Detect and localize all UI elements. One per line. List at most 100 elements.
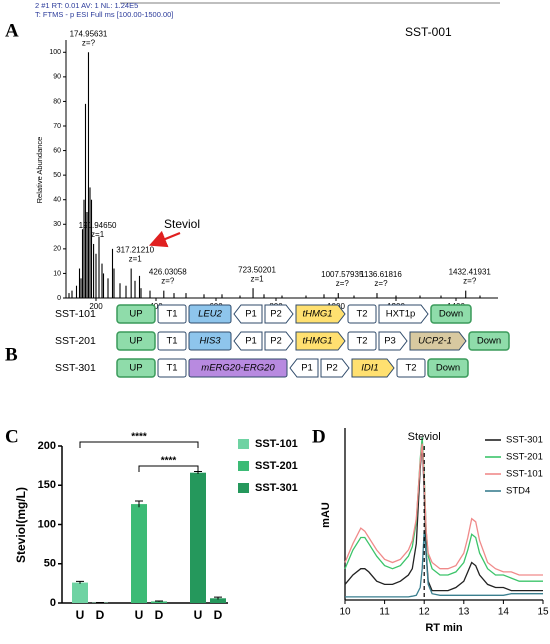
part-shape xyxy=(157,331,187,351)
peak-label: 1432.41931 xyxy=(449,268,492,277)
panel-label: B xyxy=(5,344,18,365)
part-shape xyxy=(264,331,294,351)
peak-charge: z=? xyxy=(374,279,388,288)
x-tick-label: 13 xyxy=(458,607,470,618)
x-tick-label: 12 xyxy=(419,607,431,618)
x-tick-label: 15 xyxy=(537,607,549,618)
bar xyxy=(72,582,88,603)
peak-label: 426.03058 xyxy=(149,268,187,277)
bar xyxy=(190,472,206,603)
part-label: P1 xyxy=(245,336,257,347)
part-label: HXT1p xyxy=(386,309,416,320)
error-bar xyxy=(76,580,84,584)
y-tick-label: 0 xyxy=(50,597,56,609)
error-bar xyxy=(135,500,143,508)
x-tick-label: 400 xyxy=(149,302,163,311)
legend-label: SST-101 xyxy=(506,469,543,480)
y-tick-label: 80 xyxy=(53,98,61,105)
part-shape xyxy=(157,358,187,378)
peak-charge: z=1 xyxy=(129,255,143,264)
part-label: P2 xyxy=(270,309,282,320)
part-shape xyxy=(396,358,426,378)
part-label: LEU2 xyxy=(198,309,222,320)
header-line: T: FTMS - p ESI Full ms [100.00-1500.00] xyxy=(35,10,173,19)
part-label: T1 xyxy=(166,363,177,374)
part-shape xyxy=(378,331,408,351)
bar xyxy=(131,504,147,603)
legend-label: SST-301 xyxy=(255,482,298,494)
part-label: UP xyxy=(129,363,142,374)
y-tick-label: 150 xyxy=(38,479,56,491)
legend-swatch xyxy=(238,483,249,493)
part-shape xyxy=(157,304,187,324)
peak-charge: z=? xyxy=(82,38,96,47)
trace xyxy=(345,531,543,598)
significance-label: **** xyxy=(161,456,177,467)
peak-label: 191.94650 xyxy=(79,221,117,230)
part-label: UP xyxy=(129,336,142,347)
part-shape xyxy=(468,331,510,351)
peak-charge: z=? xyxy=(463,277,477,286)
y-tick-label: 70 xyxy=(53,123,61,130)
x-tick-label: U xyxy=(194,608,203,622)
part-label: P2 xyxy=(270,336,282,347)
part-shape xyxy=(347,304,377,324)
row-label: SST-201 xyxy=(55,335,96,347)
part-label: tHMG1 xyxy=(302,309,332,320)
error-bar xyxy=(155,600,163,602)
part-shape xyxy=(188,331,232,351)
trace xyxy=(344,443,543,576)
part-shape xyxy=(320,358,350,378)
part-label: P1 xyxy=(301,363,313,374)
part-shape xyxy=(116,304,156,324)
y-tick-label: 30 xyxy=(53,221,61,228)
y-tick-label: 200 xyxy=(38,440,56,452)
steviol-arrow xyxy=(148,230,181,248)
annotation: Steviol xyxy=(164,217,200,231)
peak-charge: z=? xyxy=(161,277,175,286)
part-label: T2 xyxy=(405,363,416,374)
part-label: UP xyxy=(129,309,142,320)
peak-label: 1136.61816 xyxy=(360,270,402,279)
y-tick-label: 10 xyxy=(53,270,61,277)
part-label: HIS3 xyxy=(199,336,221,347)
legend-label: STD4 xyxy=(506,486,530,497)
legend-label: SST-201 xyxy=(506,452,543,463)
x-tick-label: D xyxy=(96,608,105,622)
part-label: P3 xyxy=(384,336,396,347)
y-tick-label: 0 xyxy=(57,295,61,302)
y-axis-label: Relative Abundance xyxy=(35,137,44,204)
x-tick-label: D xyxy=(214,608,223,622)
y-tick-label: 20 xyxy=(53,246,61,253)
part-label: T1 xyxy=(166,336,177,347)
y-tick-label: 50 xyxy=(44,558,56,570)
part-label: Down xyxy=(439,309,463,320)
x-axis-label: RT min xyxy=(425,622,463,634)
x-tick-label: 14 xyxy=(498,607,510,618)
y-axis-label: Steviol(mg/L) xyxy=(14,487,28,563)
part-shape xyxy=(264,304,294,324)
peak-label: 174.95631 xyxy=(70,29,108,38)
peak-label: 317.21210 xyxy=(116,246,154,255)
part-shape xyxy=(347,331,377,351)
part-shape xyxy=(116,331,156,351)
trace xyxy=(344,437,543,582)
peak-charge: z=? xyxy=(336,279,350,288)
x-tick-label: U xyxy=(76,608,85,622)
part-label: UCP2-1 xyxy=(418,336,452,347)
x-tick-label: 200 xyxy=(89,302,103,311)
significance-label: **** xyxy=(131,432,147,443)
y-tick-label: 40 xyxy=(53,197,61,204)
part-shape xyxy=(116,358,156,378)
part-shape xyxy=(430,304,472,324)
legend-swatch xyxy=(238,439,249,449)
peak-label: 723.50201 xyxy=(238,265,276,274)
part-shape xyxy=(351,358,395,378)
trace xyxy=(344,443,543,592)
part-shape xyxy=(427,358,469,378)
y-tick-label: 100 xyxy=(49,49,61,56)
part-shape xyxy=(233,331,263,351)
part-shape xyxy=(295,331,346,351)
x-tick-label: D xyxy=(155,608,164,622)
